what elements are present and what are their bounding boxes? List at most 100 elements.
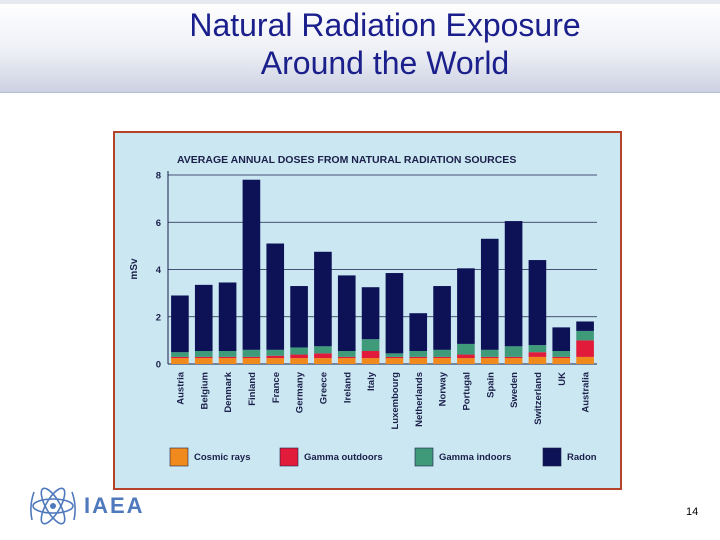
bar-radon	[576, 321, 594, 331]
bar-cosmic	[504, 358, 523, 364]
bar-gamma_indoors	[314, 346, 332, 354]
bar-cosmic	[528, 356, 547, 364]
bar-cosmic	[361, 358, 380, 364]
legend-label: Gamma outdoors	[304, 452, 383, 463]
legend-swatch-cosmic	[169, 447, 189, 467]
bar-cosmic	[457, 358, 475, 364]
x-tick-label: Sweden	[509, 372, 520, 408]
bar-gamma_indoors	[576, 330, 594, 341]
bar-cosmic	[337, 358, 356, 364]
x-tick-label: Australia	[581, 371, 592, 412]
bar-gamma_outdoors	[194, 356, 213, 359]
bar-cosmic	[433, 358, 451, 364]
bar-gamma_indoors	[171, 352, 189, 357]
slide-number: 14	[686, 506, 699, 518]
bar-radon	[480, 238, 499, 350]
bar-gamma_outdoors	[290, 354, 308, 359]
legend-swatch-gamma_outdoors	[279, 447, 299, 467]
bar-gamma_outdoors	[480, 356, 499, 359]
x-tick-label: France	[271, 372, 282, 403]
y-tick-label: 8	[156, 171, 161, 182]
bar-gamma_indoors	[528, 345, 547, 353]
x-tick-label: Greece	[318, 372, 329, 404]
x-tick-label: Spain	[485, 372, 496, 398]
y-tick-label: 6	[156, 218, 161, 229]
x-tick-label: Portugal	[461, 372, 472, 411]
bar-cosmic	[576, 356, 594, 364]
bar-cosmic	[314, 358, 332, 364]
x-tick-label: Italy	[366, 371, 377, 391]
bar-cosmic	[385, 358, 404, 364]
bar-cosmic	[171, 358, 189, 364]
bar-cosmic	[290, 358, 308, 364]
bar-radon	[337, 275, 356, 352]
bar-gamma_indoors	[361, 339, 380, 352]
bar-gamma_indoors	[457, 343, 475, 355]
y-axis-label: mSv	[129, 258, 140, 280]
bar-gamma_indoors	[504, 346, 523, 357]
bar-cosmic	[480, 358, 499, 364]
logo-text: IAEA	[84, 493, 145, 518]
bar-gamma_outdoors	[171, 356, 189, 359]
bar-gamma_indoors	[266, 349, 285, 356]
bar-cosmic	[218, 358, 237, 364]
y-tick-label: 0	[156, 360, 161, 371]
iaea-logo-icon	[30, 487, 76, 525]
bar-radon	[552, 327, 571, 352]
legend-swatch-radon	[542, 447, 562, 467]
x-tick-label: Denmark	[223, 371, 234, 412]
bar-gamma_outdoors	[385, 356, 404, 359]
x-tick-label: Netherlands	[414, 372, 425, 427]
bar-gamma_indoors	[290, 347, 308, 355]
bar-gamma_outdoors	[337, 356, 356, 359]
bar-gamma_outdoors	[576, 340, 594, 357]
x-tick-label: Norway	[438, 371, 449, 406]
bar-gamma_indoors	[218, 351, 237, 357]
bar-radon	[361, 287, 380, 340]
bar-gamma_outdoors	[242, 356, 261, 359]
bar-gamma_indoors	[194, 351, 213, 357]
title-band-edge	[0, 0, 720, 4]
bar-radon	[290, 286, 308, 348]
legend-label: Radon	[567, 452, 597, 463]
bar-gamma_outdoors	[528, 352, 547, 357]
bar-radon	[457, 268, 475, 344]
title-line-1: Natural Radiation Exposure	[189, 7, 581, 43]
x-tick-label: Luxembourg	[390, 372, 401, 430]
bar-cosmic	[552, 358, 571, 364]
bar-gamma_indoors	[242, 349, 261, 357]
x-tick-label: Belgium	[199, 372, 210, 409]
bar-gamma_outdoors	[361, 351, 380, 359]
legend-label: Cosmic rays	[194, 452, 251, 463]
bar-radon	[504, 221, 523, 347]
bar-radon	[194, 284, 213, 352]
bar-gamma_indoors	[385, 353, 404, 357]
bar-gamma_indoors	[480, 349, 499, 357]
x-tick-label: Ireland	[342, 372, 353, 403]
title-line-2: Around the World	[260, 45, 510, 81]
bar-cosmic	[266, 358, 285, 364]
legend-label: Gamma indoors	[439, 452, 511, 463]
bar-radon	[242, 179, 261, 350]
bar-gamma_outdoors	[218, 356, 237, 359]
bar-gamma_outdoors	[433, 356, 451, 359]
bar-gamma_outdoors	[266, 355, 285, 359]
x-tick-label: Switzerland	[533, 372, 544, 425]
x-tick-label: Austria	[175, 371, 186, 404]
bar-radon	[171, 295, 189, 353]
bar-gamma_indoors	[552, 351, 571, 357]
bar-gamma_outdoors	[552, 356, 571, 359]
bar-gamma_outdoors	[504, 356, 523, 359]
bar-cosmic	[409, 358, 428, 364]
slide-title: Natural Radiation Exposure Around the Wo…	[0, 6, 720, 82]
bar-cosmic	[194, 358, 213, 364]
title-band	[0, 0, 720, 93]
legend-swatch-gamma_indoors	[414, 447, 434, 467]
bar-radon	[528, 260, 547, 346]
bar-gamma_indoors	[409, 351, 428, 357]
x-tick-label: UK	[557, 372, 568, 386]
bar-gamma_outdoors	[457, 354, 475, 359]
y-tick-label: 4	[156, 265, 162, 276]
bar-radon	[385, 273, 404, 354]
bar-radon	[433, 286, 451, 350]
